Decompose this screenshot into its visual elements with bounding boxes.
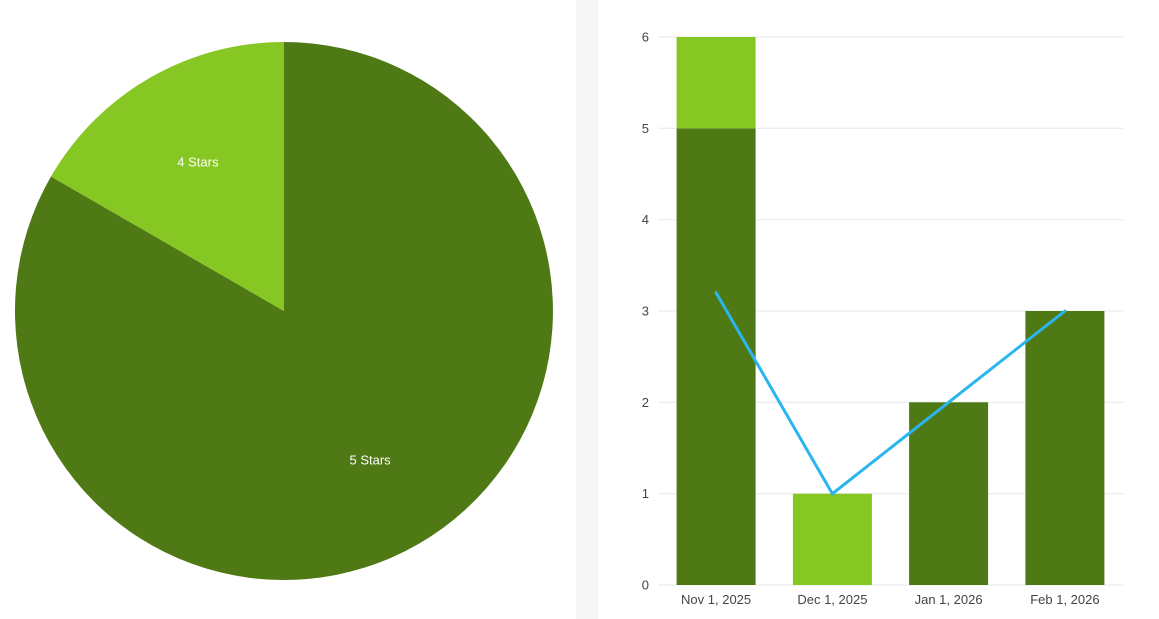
pie-chart-svg[interactable]: 5 Stars 4 Stars — [0, 0, 576, 619]
y-axis-tick-label: 4 — [642, 212, 649, 227]
pie-slice-label: 5 Stars — [350, 453, 392, 468]
y-axis-tick-label: 0 — [642, 578, 649, 593]
y-axis-tick-label: 1 — [642, 486, 649, 501]
x-axis-tick-label: Jan 1, 2026 — [915, 592, 983, 607]
bar-segment-5-stars[interactable] — [1025, 311, 1105, 585]
bar-segment-5-stars[interactable] — [676, 128, 756, 586]
bar-segment-5-stars[interactable] — [909, 402, 989, 585]
bar-segment-4-stars[interactable] — [676, 37, 756, 129]
bar-chart-panel: 0 1 2 3 4 5 6 Nov 1, 2025 Dec 1, 2025 Jan 1, 2026… — [598, 0, 1159, 619]
y-axis-tick-label: 5 — [642, 121, 649, 136]
y-axis-tick-label: 3 — [642, 304, 649, 319]
trend-line[interactable] — [714, 291, 1067, 496]
pie-chart-panel: 5 Stars 4 Stars — [0, 0, 576, 619]
x-axis-tick-label: Dec 1, 2025 — [797, 592, 867, 607]
bar-segment-4-stars[interactable] — [792, 493, 872, 585]
x-axis-tick-label: Feb 1, 2026 — [1030, 592, 1099, 607]
panel-divider — [576, 0, 598, 619]
y-axis-tick-label: 6 — [642, 30, 649, 45]
pie-slice-label: 4 Stars — [177, 154, 219, 169]
y-axis-tick-label: 2 — [642, 395, 649, 410]
x-axis-tick-label: Nov 1, 2025 — [681, 592, 751, 607]
pie-slice-5-stars[interactable] — [14, 42, 553, 580]
bar-chart-svg[interactable]: 0 1 2 3 4 5 6 Nov 1, 2025 Dec 1, 2025 Jan 1, 2026… — [598, 0, 1159, 619]
pie-slice-4-stars[interactable] — [51, 42, 284, 311]
